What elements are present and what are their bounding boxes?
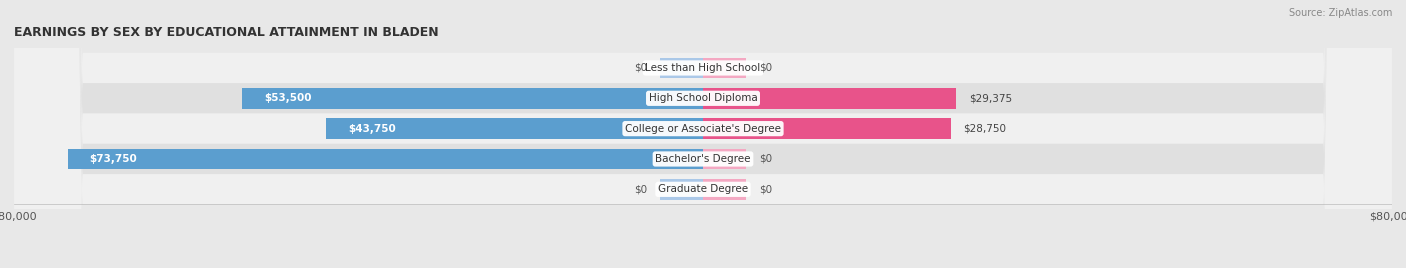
Bar: [703, 179, 747, 200]
Text: $0: $0: [759, 184, 772, 194]
Text: $0: $0: [759, 63, 772, 73]
Bar: [67, 149, 703, 169]
Bar: [242, 88, 703, 109]
Text: College or Associate's Degree: College or Associate's Degree: [626, 124, 780, 134]
Bar: [659, 179, 703, 200]
Bar: [326, 118, 703, 139]
Text: $0: $0: [634, 63, 647, 73]
FancyBboxPatch shape: [14, 0, 1392, 268]
Text: $53,500: $53,500: [264, 93, 311, 103]
Text: Bachelor's Degree: Bachelor's Degree: [655, 154, 751, 164]
Text: $73,750: $73,750: [90, 154, 138, 164]
Bar: [703, 58, 747, 78]
FancyBboxPatch shape: [14, 0, 1392, 268]
Bar: [659, 58, 703, 78]
Text: EARNINGS BY SEX BY EDUCATIONAL ATTAINMENT IN BLADEN: EARNINGS BY SEX BY EDUCATIONAL ATTAINMEN…: [14, 26, 439, 39]
Text: $29,375: $29,375: [969, 93, 1012, 103]
FancyBboxPatch shape: [14, 0, 1392, 268]
Text: $28,750: $28,750: [963, 124, 1007, 134]
Text: $43,750: $43,750: [347, 124, 395, 134]
Text: $0: $0: [634, 184, 647, 194]
FancyBboxPatch shape: [14, 0, 1392, 268]
Bar: [703, 88, 956, 109]
Text: Graduate Degree: Graduate Degree: [658, 184, 748, 194]
Bar: [703, 118, 950, 139]
Text: High School Diploma: High School Diploma: [648, 93, 758, 103]
Text: $0: $0: [759, 154, 772, 164]
Text: Source: ZipAtlas.com: Source: ZipAtlas.com: [1288, 8, 1392, 18]
Text: Less than High School: Less than High School: [645, 63, 761, 73]
Bar: [703, 149, 747, 169]
FancyBboxPatch shape: [14, 0, 1392, 268]
